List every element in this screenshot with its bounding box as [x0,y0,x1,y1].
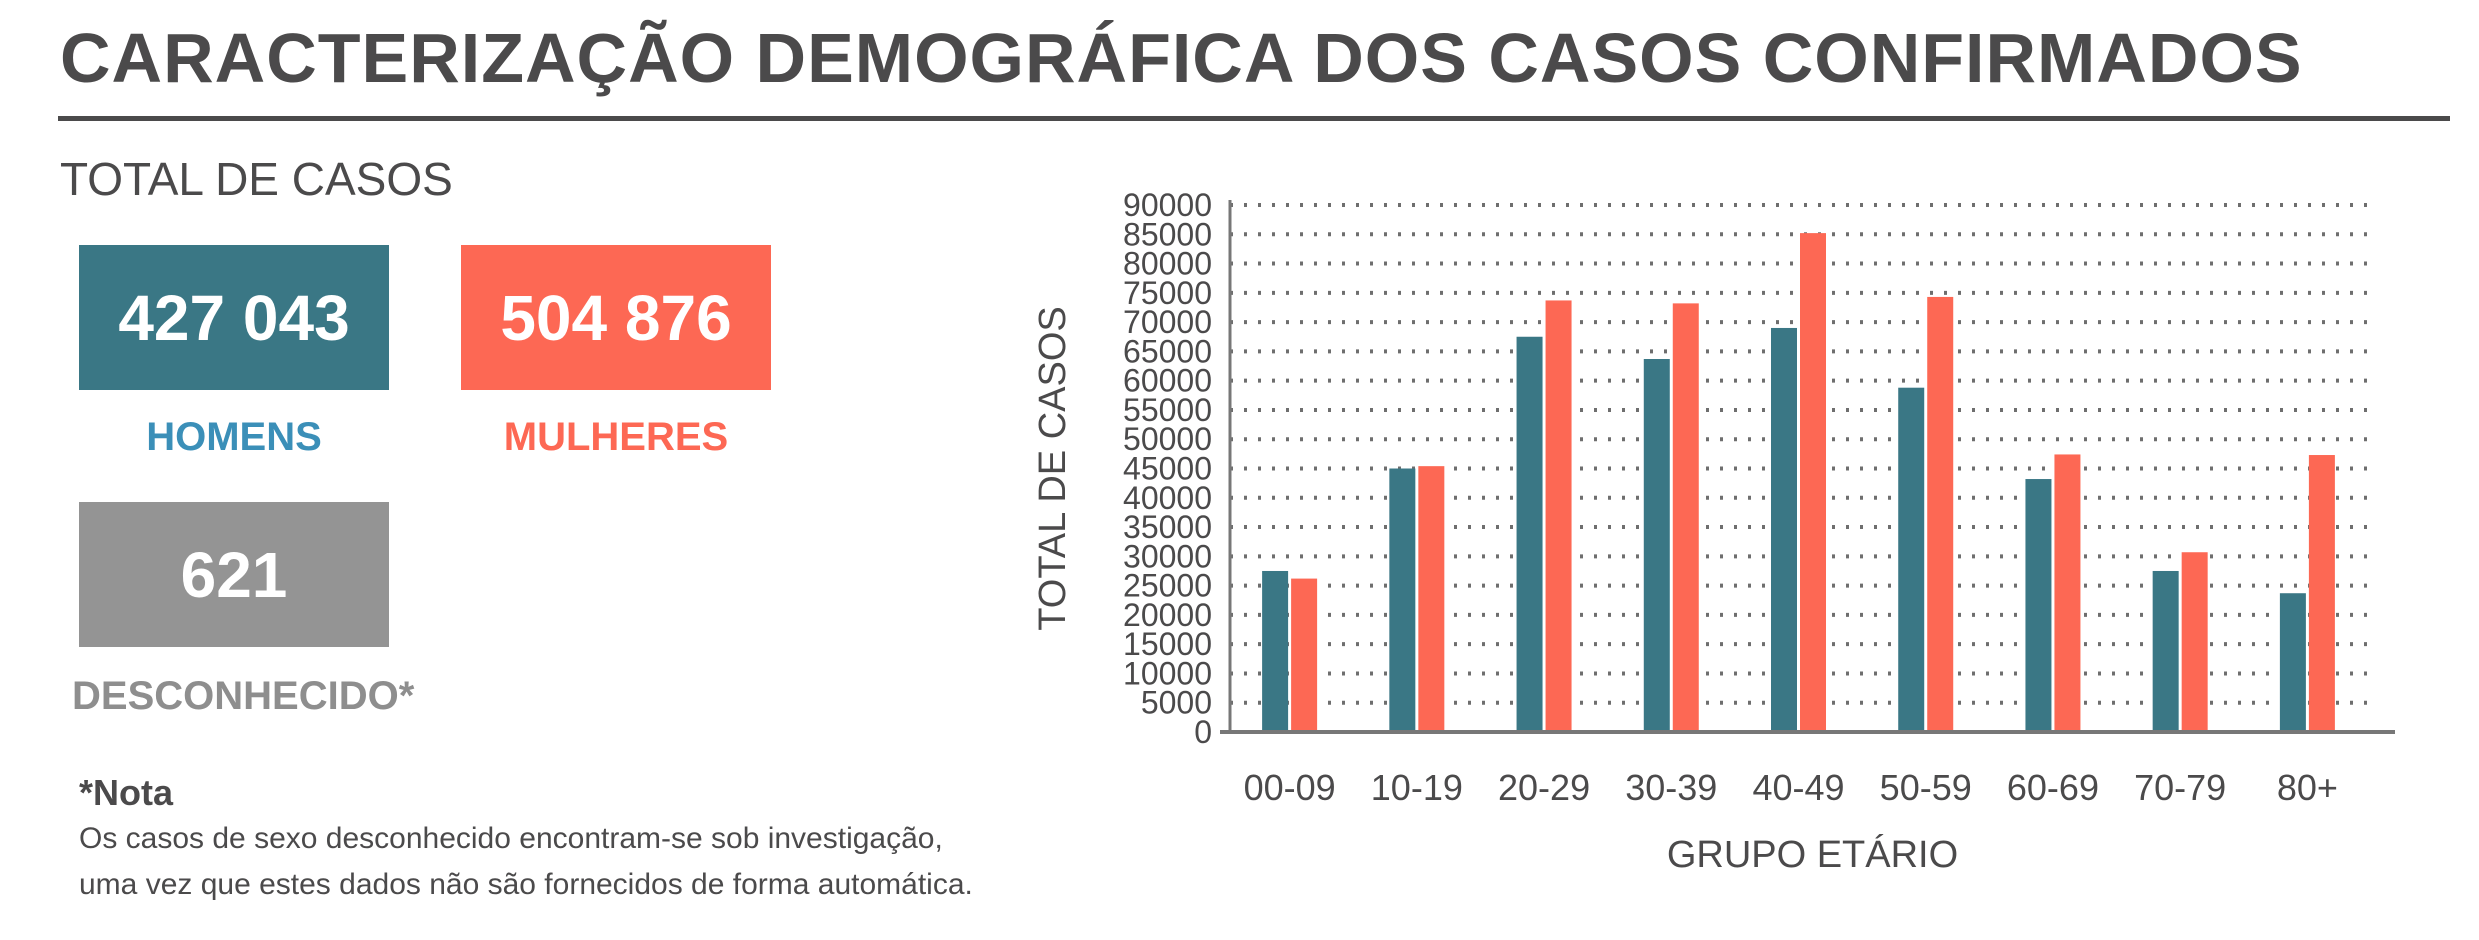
y-tick-label: 40000 [1123,480,1212,516]
women-total-card: 504 876 [461,245,771,390]
x-category-label: 70-79 [2134,767,2226,808]
y-tick-label: 55000 [1123,392,1212,428]
x-category-label: 60-69 [2007,767,2099,808]
note-line-1: Os casos de sexo desconhecido encontram-… [79,822,943,855]
bar-60-69-b [2054,454,2081,732]
women-label: MULHERES [503,415,729,459]
bar-30-39-b [1672,303,1699,732]
bar-00-09-b [1291,578,1318,732]
bar-50-59-a [1898,387,1925,732]
age-group-bar-chart: 0500010000150002000025000300003500040000… [1032,187,2395,876]
y-axis-ticks: 0500010000150002000025000300003500040000… [1123,187,1212,750]
y-tick-label: 20000 [1123,597,1212,633]
unknown-label: DESCONHECIDO* [72,674,415,718]
bar-70-79-b [2181,552,2208,732]
bar-00-09-a [1262,570,1289,732]
y-axis-title: TOTAL DE CASOS [1032,306,1074,630]
chart-bars [1262,233,2335,732]
y-tick-label: 50000 [1123,421,1212,457]
y-tick-label: 60000 [1123,363,1212,399]
women-total-value: 504 876 [500,281,732,354]
bar-40-49-b [1800,233,1826,732]
bar-80+-a [2279,593,2306,732]
x-category-label: 40-49 [1752,767,1844,808]
page-title: CARACTERIZAÇÃO DEMOGRÁFICA DOS CASOS CON… [60,19,2303,97]
y-tick-label: 25000 [1123,568,1212,604]
x-axis-categories: 00-09 10-19 20-29 30-39 40-49 50-59 60-69 70-79… [1244,767,2338,808]
y-tick-label: 5000 [1141,685,1212,721]
y-tick-label: 75000 [1123,275,1212,311]
bar-60-69-a [2025,479,2052,732]
bar-40-49-a [1771,327,1797,732]
bar-20-29-a [1516,336,1543,732]
bar-10-19-b [1418,466,1445,732]
bar-20-29-b [1545,300,1572,732]
bar-70-79-a [2152,570,2179,732]
unknown-total-value: 621 [180,538,288,611]
note-text: Os casos de sexo desconhecido encontram-… [79,816,1089,908]
x-category-label: 80+ [2277,767,2338,808]
y-tick-label: 0 [1194,714,1212,750]
bar-50-59-b [1927,296,1954,732]
bar-10-19-a [1389,468,1416,732]
y-tick-label: 45000 [1123,451,1212,487]
x-axis-title: GRUPO ETÁRIO [1667,833,1958,876]
y-tick-label: 80000 [1123,246,1212,282]
note-line-2: uma vez que estes dados não são fornecid… [79,868,973,901]
bar-30-39-a [1643,359,1670,732]
men-total-card: 427 043 [79,245,389,390]
y-tick-label: 35000 [1123,509,1212,545]
x-category-label: 20-29 [1498,767,1590,808]
y-tick-label: 15000 [1123,626,1212,662]
y-tick-label: 65000 [1123,333,1212,369]
unknown-total-card: 621 [79,502,389,647]
title-divider [58,116,2450,121]
men-total-value: 427 043 [118,281,350,354]
section-subtitle: TOTAL DE CASOS [60,153,453,205]
note-title: *Nota [79,772,174,813]
y-tick-label: 85000 [1123,216,1212,252]
x-category-label: 10-19 [1371,767,1463,808]
bar-80+-b [2308,455,2335,732]
men-label: HOMENS [146,415,322,459]
y-tick-label: 90000 [1123,187,1212,223]
y-tick-label: 10000 [1123,655,1212,691]
y-tick-label: 70000 [1123,304,1212,340]
x-category-label: 00-09 [1244,767,1336,808]
x-category-label: 50-59 [1880,767,1972,808]
x-category-label: 30-39 [1625,767,1717,808]
y-tick-label: 30000 [1123,538,1212,574]
